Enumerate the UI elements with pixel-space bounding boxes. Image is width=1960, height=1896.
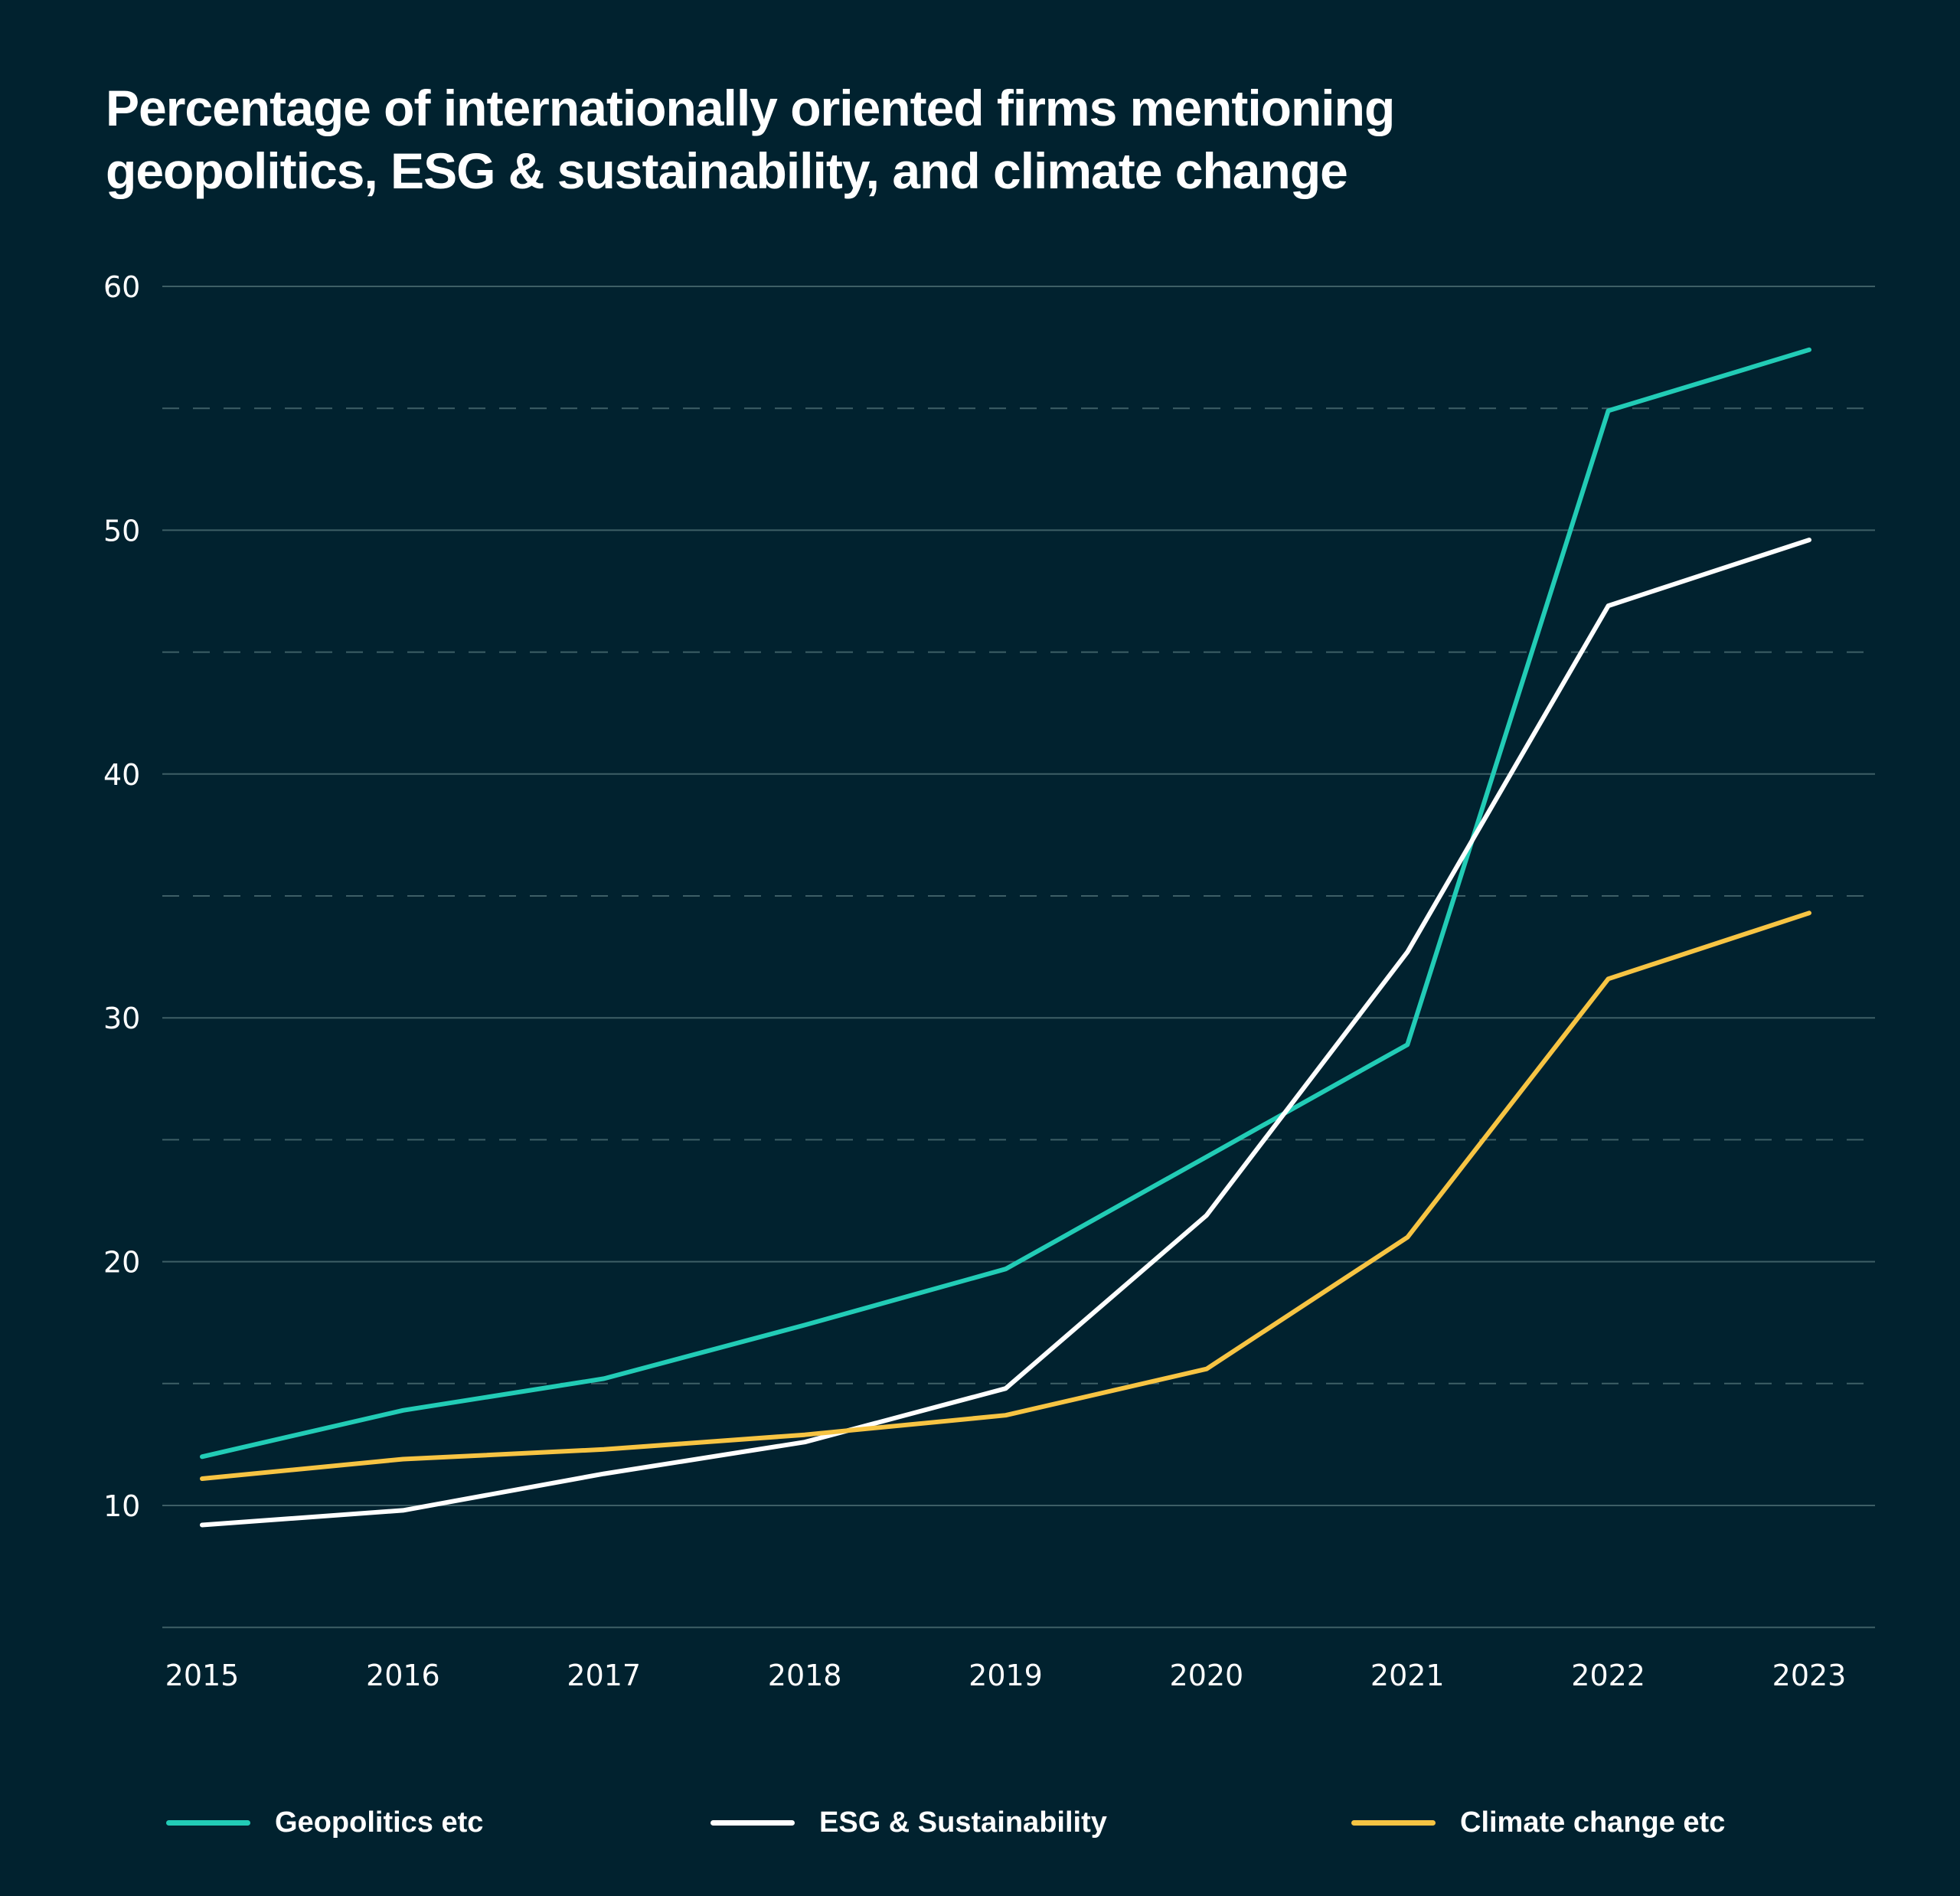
chart-title-line-2: geopolitics, ESG & sustainability, and c… xyxy=(106,142,1348,199)
legend-item-esg: ESG & Sustainability xyxy=(710,1800,1107,1845)
line-chart: 10 20 30 40 50 60 2015 2016 2017 2018 2019 2020 202… xyxy=(103,270,1875,1692)
y-tick-label-10: 10 xyxy=(103,1489,140,1523)
x-tick-label-2018: 2018 xyxy=(768,1659,842,1692)
legend-label-geopolitics: Geopolitics etc xyxy=(275,1806,484,1839)
gridlines xyxy=(162,286,1875,1629)
x-tick-label-2015: 2015 xyxy=(165,1659,240,1692)
x-tick-label-2020: 2020 xyxy=(1170,1659,1244,1692)
legend-item-geopolitics: Geopolitics etc xyxy=(166,1800,483,1845)
x-tick-label-2017: 2017 xyxy=(567,1659,641,1692)
legend-item-climate: Climate change etc xyxy=(1351,1800,1725,1845)
y-tick-label-40: 40 xyxy=(103,758,140,792)
legend-label-esg: ESG & Sustainability xyxy=(819,1806,1107,1839)
y-tick-label-60: 60 xyxy=(103,270,140,304)
legend-swatch-geopolitics xyxy=(166,1819,250,1826)
y-tick-label-50: 50 xyxy=(103,514,140,548)
legend-swatch-esg xyxy=(710,1819,795,1826)
series-lines xyxy=(200,347,1811,1528)
legend-label-climate: Climate change etc xyxy=(1460,1806,1726,1839)
chart-title-line-1: Percentage of internationally oriented f… xyxy=(106,80,1395,136)
x-tick-label-2019: 2019 xyxy=(969,1659,1043,1692)
y-axis-ticks: 10 20 30 40 50 60 xyxy=(103,270,140,1523)
y-tick-label-20: 20 xyxy=(103,1246,140,1280)
x-tick-label-2016: 2016 xyxy=(366,1659,440,1692)
x-tick-label-2021: 2021 xyxy=(1370,1659,1445,1692)
x-axis-ticks: 2015 2016 2017 2018 2019 2020 2021 2022 2023 xyxy=(165,1659,1847,1692)
chart-title: Percentage of internationally oriented f… xyxy=(106,77,1790,202)
series-line-geopolitics-etc xyxy=(200,347,1811,1460)
y-tick-label-30: 30 xyxy=(103,1002,140,1035)
x-tick-label-2022: 2022 xyxy=(1571,1659,1645,1692)
legend: Geopolitics etc ESG & Sustainability Cli… xyxy=(0,1800,1960,1845)
series-line-climate-change-etc xyxy=(200,910,1811,1481)
legend-swatch-climate xyxy=(1351,1819,1436,1826)
x-tick-label-2023: 2023 xyxy=(1772,1659,1847,1692)
